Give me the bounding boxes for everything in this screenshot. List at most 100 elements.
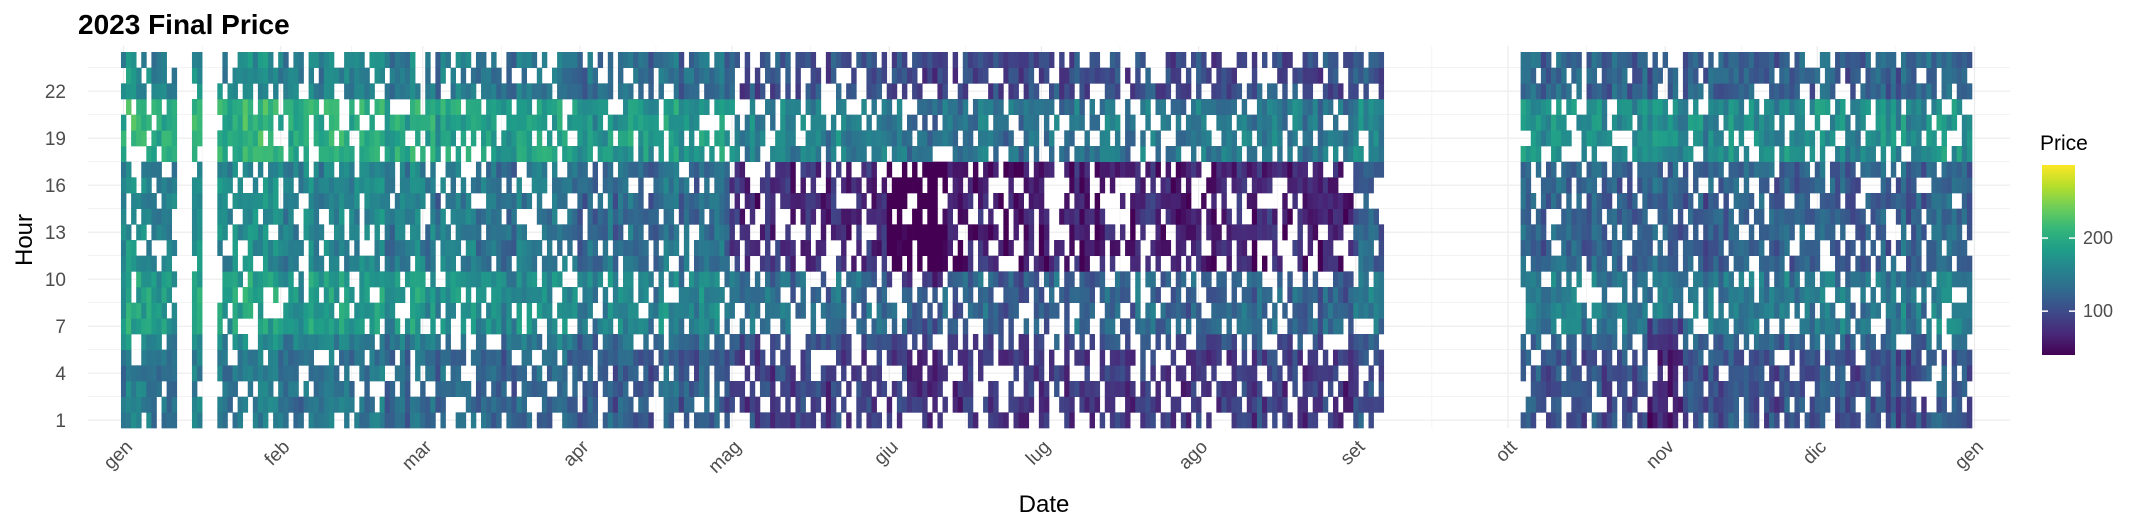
heatmap-cell [191, 318, 198, 335]
heatmap-cell [120, 52, 127, 69]
heatmap-cell [754, 146, 761, 163]
heatmap-cell [927, 412, 933, 429]
heatmap-cell [1571, 255, 1577, 272]
heatmap-cell [927, 177, 933, 194]
heatmap-cell [673, 114, 680, 131]
heatmap-cell [354, 255, 360, 272]
heatmap-cell [379, 302, 386, 319]
heatmap-cell [151, 381, 157, 398]
heatmap-cell [699, 287, 705, 304]
heatmap-cell [567, 177, 573, 194]
heatmap-cell [577, 349, 583, 366]
heatmap-cell [881, 240, 888, 257]
heatmap-cell [151, 224, 157, 241]
heatmap-cell [1251, 365, 1258, 382]
heatmap-cell [678, 146, 685, 163]
heatmap-cell [917, 302, 923, 319]
heatmap-cell [486, 130, 492, 147]
heatmap-cell [557, 224, 563, 241]
heatmap-cell [496, 83, 502, 100]
heatmap-cell [851, 114, 857, 131]
heatmap-cell [364, 412, 370, 429]
heatmap-cell [1571, 67, 1577, 84]
heatmap-cell [1576, 302, 1582, 319]
heatmap-cell [683, 67, 690, 84]
heatmap-cell [278, 349, 284, 366]
heatmap-cell [1708, 146, 1714, 163]
heatmap-cell [917, 99, 923, 116]
heatmap-cell [871, 240, 877, 257]
heatmap-cell [1064, 412, 1070, 429]
heatmap-cell [359, 349, 365, 366]
heatmap-cell [526, 240, 533, 257]
heatmap-cell [1556, 349, 1562, 366]
heatmap-cell [800, 146, 806, 163]
heatmap-cell [1099, 177, 1106, 194]
heatmap-cell [1566, 318, 1572, 335]
heatmap-cell [739, 287, 746, 304]
heatmap-cell [1606, 302, 1613, 319]
heatmap-cell [389, 114, 396, 131]
heatmap-cell [435, 334, 441, 351]
heatmap-cell [1677, 396, 1684, 413]
heatmap-cell [1089, 381, 1095, 398]
heatmap-cell [1591, 161, 1598, 178]
heatmap-cell [1718, 255, 1724, 272]
heatmap-cell [1236, 302, 1243, 319]
heatmap-cell [1545, 365, 1552, 382]
heatmap-cell [1272, 240, 1278, 257]
heatmap-cell [724, 318, 730, 335]
heatmap-cell [1652, 381, 1658, 398]
heatmap-cell [151, 255, 157, 272]
heatmap-cell [1576, 83, 1582, 100]
heatmap-cell [856, 240, 862, 257]
heatmap-cell [1211, 318, 1217, 335]
heatmap-cell [1571, 318, 1577, 335]
heatmap-cell [1251, 318, 1258, 335]
heatmap-cell [770, 99, 776, 116]
heatmap-cell [628, 146, 634, 163]
heatmap-cell [912, 365, 918, 382]
heatmap-cell [1662, 114, 1669, 131]
heatmap-cell [120, 240, 127, 257]
heatmap-cell [222, 193, 228, 210]
heatmap-cell [876, 240, 882, 257]
heatmap-cell [678, 208, 685, 225]
heatmap-cell [567, 224, 573, 241]
heatmap-cell [197, 83, 203, 100]
heatmap-cell [572, 396, 578, 413]
heatmap-cell [876, 130, 882, 147]
heatmap-cell [668, 224, 675, 241]
heatmap-cell [1155, 381, 1161, 398]
heatmap-cell [871, 396, 877, 413]
heatmap-cell [430, 334, 436, 351]
heatmap-cell [521, 412, 528, 429]
heatmap-cell [415, 240, 421, 257]
heatmap-cell [374, 193, 380, 210]
heatmap-cell [536, 287, 543, 304]
heatmap-cell [521, 224, 528, 241]
heatmap-cell [506, 146, 512, 163]
heatmap-cell [638, 412, 644, 429]
heatmap-cell [1272, 255, 1278, 272]
heatmap-cell [988, 161, 994, 178]
heatmap-cell [1170, 412, 1177, 429]
heatmap-cell [1216, 114, 1222, 131]
heatmap-cell [1190, 99, 1197, 116]
heatmap-cell [962, 287, 969, 304]
heatmap-cell [546, 224, 553, 241]
heatmap-cell [1170, 146, 1177, 163]
heatmap-cell [1251, 255, 1258, 272]
heatmap-cell [617, 114, 624, 131]
heatmap-cell [724, 302, 730, 319]
heatmap-cell [546, 365, 553, 382]
heatmap-cell [962, 161, 969, 178]
heatmap-cell [1216, 52, 1222, 69]
heatmap-cell [937, 271, 943, 288]
heatmap-cell [1576, 193, 1582, 210]
heatmap-cell [298, 271, 304, 288]
heatmap-cell [699, 224, 705, 241]
heatmap-cell [389, 318, 396, 335]
heatmap-cell [1135, 318, 1141, 335]
heatmap-cell [1226, 396, 1232, 413]
